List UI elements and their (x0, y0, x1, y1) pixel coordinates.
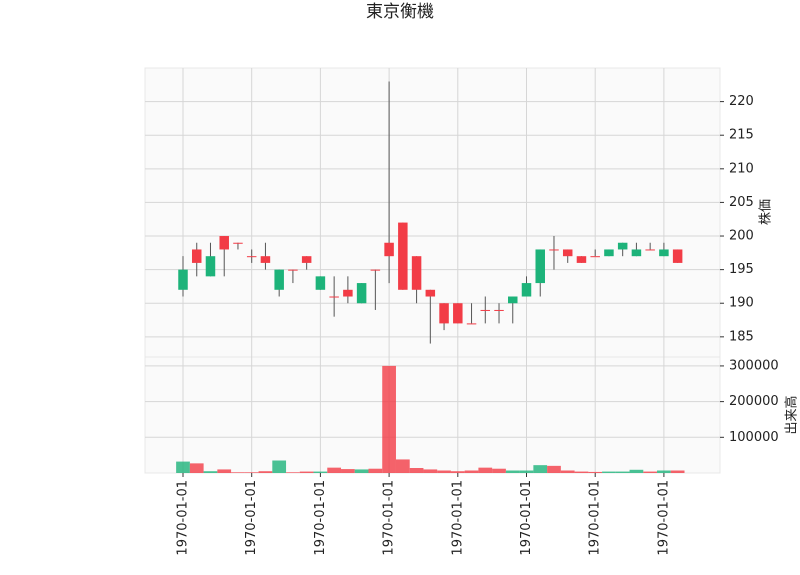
volume-bar (629, 469, 644, 473)
volume-bar (574, 471, 589, 473)
candle-body (260, 256, 271, 263)
candle-body (191, 249, 202, 263)
volume-bar (327, 467, 342, 473)
candle-body (439, 303, 449, 324)
x-tick-label: 1970-01-01 (450, 480, 465, 556)
volume-bar (244, 472, 259, 473)
volume-bar (437, 470, 451, 473)
y-tick-label: 190 (729, 296, 754, 311)
volume-bar (341, 469, 355, 473)
candle-body (205, 256, 216, 277)
volume-tick-label: 300000 (729, 358, 779, 373)
y-axis-label: 株価 (759, 199, 774, 225)
candle-body (288, 269, 298, 271)
y-tick-label: 210 (729, 161, 754, 176)
volume-bar (395, 459, 410, 473)
volume-bar (203, 471, 218, 473)
candle-body (549, 249, 559, 251)
volume-bar (217, 469, 232, 473)
volume-tick-label: 100000 (729, 430, 779, 445)
candle-body (631, 249, 642, 257)
candle-body (645, 249, 655, 251)
x-tick-label: 1970-01-01 (244, 480, 259, 556)
candle-body (576, 256, 587, 263)
candle-body (535, 249, 545, 284)
candle-body (178, 269, 188, 290)
candle-body (466, 323, 477, 325)
price-panel (144, 67, 721, 358)
candle-body (562, 249, 573, 257)
candle-body (301, 256, 312, 263)
candle-body (521, 283, 532, 297)
candle-body (425, 289, 436, 297)
volume-bar (423, 469, 438, 473)
x-tick-label: 1970-01-01 (656, 480, 671, 556)
x-tick-label: 1970-01-01 (313, 480, 328, 556)
volume-bar (657, 470, 671, 473)
x-tick-label: 1970-01-01 (382, 480, 397, 556)
candle-body (480, 309, 491, 311)
volume-bar (272, 460, 287, 473)
volume-bar (533, 465, 548, 473)
candle-body (494, 309, 504, 311)
volume-bar (176, 461, 190, 473)
candle-body (617, 242, 628, 250)
x-tick-label: 1970-01-01 (588, 480, 603, 556)
candle-body (672, 249, 683, 263)
candle-body (604, 249, 614, 257)
volume-bar (560, 470, 575, 473)
volume-axis-label: 出来高 (784, 395, 800, 434)
volume-bar (588, 471, 603, 473)
volume-bar (313, 471, 328, 473)
y-tick-label: 185 (729, 329, 754, 344)
volume-bar (478, 467, 493, 473)
volume-bar (519, 470, 534, 473)
candle-body (315, 276, 326, 290)
candle-body (219, 236, 229, 250)
volume-bar (409, 468, 424, 473)
y-tick-label: 220 (729, 94, 754, 109)
volume-bar (286, 472, 300, 473)
volume-bar (643, 471, 658, 473)
candle-body (384, 242, 394, 257)
y-tick-label: 215 (729, 128, 754, 143)
volume-bar (368, 468, 383, 473)
volume-bar (382, 365, 396, 473)
volume-bar (354, 469, 369, 473)
chart-title: 東京衡機 (366, 2, 434, 22)
volume-bar (505, 470, 520, 473)
candle-body (274, 269, 284, 290)
candle-body (246, 256, 257, 258)
candle-body (453, 303, 463, 324)
volume-bar (258, 471, 273, 473)
candle-body (411, 256, 422, 290)
volume-bar (602, 471, 616, 473)
volume-bar (670, 470, 685, 473)
x-tick-label: 1970-01-01 (519, 480, 534, 556)
candle-body (659, 249, 669, 257)
volume-panel (144, 356, 721, 474)
y-tick-label: 205 (729, 195, 754, 210)
candle-body (356, 283, 367, 304)
volume-bar (189, 463, 204, 473)
volume-bar (464, 470, 479, 473)
candle-body (233, 242, 243, 244)
volume-bar (450, 471, 465, 473)
volume-bar (547, 465, 561, 473)
candle-body (370, 269, 381, 271)
candle-body (508, 296, 518, 304)
x-tick-label: 1970-01-01 (176, 480, 191, 556)
candle-body (590, 256, 600, 258)
candle-body (329, 296, 339, 298)
candle-body (398, 222, 408, 290)
candle-body (343, 289, 353, 297)
volume-bar (615, 471, 630, 473)
volume-bar (231, 472, 245, 473)
volume-bar (299, 471, 314, 473)
volume-bar (492, 468, 506, 473)
volume-tick-label: 200000 (729, 394, 779, 409)
y-tick-label: 200 (729, 229, 754, 244)
y-tick-label: 195 (729, 262, 754, 277)
